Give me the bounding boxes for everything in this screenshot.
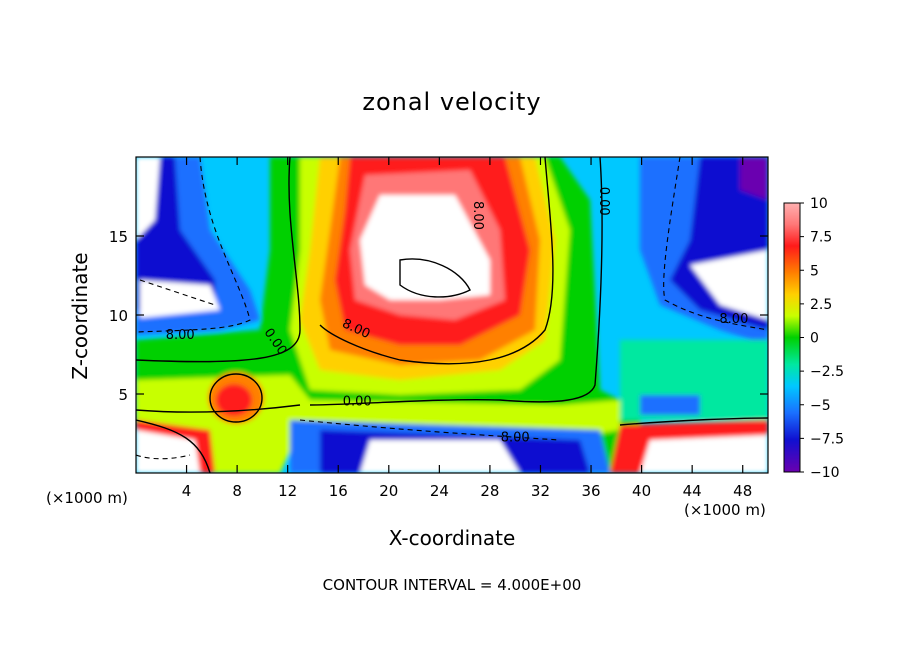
colorbar-tick-label: −10 bbox=[810, 465, 840, 481]
contour-label: 8.00 bbox=[719, 312, 748, 327]
colorbar-tick-label: 5 bbox=[810, 263, 819, 279]
contour-line bbox=[663, 157, 768, 331]
heatmap-field bbox=[136, 157, 768, 473]
contour-line bbox=[136, 404, 301, 413]
x-tick-label: 16 bbox=[329, 482, 348, 500]
x-tick-label: 8 bbox=[232, 482, 242, 500]
contour-label: 8.00 bbox=[501, 431, 530, 446]
x-unit-note-left: (×1000 m) bbox=[46, 489, 128, 507]
y-axis-label: Z-coordinate bbox=[68, 252, 92, 380]
x-tick-label: 32 bbox=[531, 482, 550, 500]
contour-line bbox=[319, 157, 554, 365]
contour-interval-note: CONTOUR INTERVAL = 4.000E+00 bbox=[322, 576, 582, 594]
region-right-top-violet bbox=[740, 157, 768, 200]
y-tick-label: 10 bbox=[109, 307, 128, 325]
colorbar-tick-label: 7.5 bbox=[810, 230, 832, 246]
contour-label: 0.00 bbox=[596, 187, 611, 216]
contour-label: 8.00 bbox=[166, 328, 195, 343]
colorbar-tick-label: 0 bbox=[810, 331, 819, 347]
y-axis: 5 10 15 bbox=[109, 228, 768, 404]
region-surface-positive-center bbox=[360, 440, 520, 473]
x-tick-label: 24 bbox=[430, 482, 449, 500]
chart-title: zonal velocity bbox=[362, 88, 542, 116]
region-right-upper-white bbox=[690, 250, 768, 320]
contour-line bbox=[299, 419, 561, 441]
x-tick-label: 4 bbox=[182, 482, 192, 500]
x-tick-label: 20 bbox=[379, 482, 398, 500]
y-tick-label: 15 bbox=[109, 228, 128, 246]
x-axis-label: X-coordinate bbox=[388, 526, 516, 550]
region-small-positive-blob bbox=[216, 384, 252, 416]
contour-label: 8.00 bbox=[470, 201, 485, 230]
x-axis: 4 8 12 16 20 24 28 32 36 40 44 48 bbox=[182, 157, 752, 500]
region-right-mid-blue bbox=[640, 395, 700, 415]
contour-line bbox=[136, 454, 191, 460]
contour-line bbox=[209, 373, 263, 423]
region-surface-positive-right bbox=[640, 435, 768, 473]
x-tick-label: 44 bbox=[683, 482, 702, 500]
colorbar-axis: 10 7.5 5 2.5 0 −2.5 −5 −7.5 −10 bbox=[800, 196, 844, 481]
contour-line bbox=[309, 157, 603, 406]
contour-label: 0.00 bbox=[343, 394, 372, 409]
contour-line bbox=[136, 157, 301, 363]
contour-line bbox=[136, 419, 211, 473]
contour-line bbox=[139, 279, 216, 306]
x-tick-label: 48 bbox=[733, 482, 752, 500]
contour-lines bbox=[136, 157, 768, 473]
region-left-mid-white bbox=[140, 280, 220, 318]
colorbar-tick-label: −5 bbox=[810, 398, 831, 414]
x-unit-note-right: (×1000 m) bbox=[684, 501, 766, 519]
contour-lines-negative bbox=[136, 157, 768, 460]
x-tick-label: 40 bbox=[632, 482, 651, 500]
region-surface-positive-left bbox=[136, 430, 200, 473]
x-tick-label: 36 bbox=[581, 482, 600, 500]
colorbar bbox=[783, 202, 801, 473]
region-central-positive-core bbox=[360, 195, 490, 300]
contour-line bbox=[136, 157, 251, 333]
region-left-upper-white bbox=[136, 157, 160, 240]
y-tick-label: 5 bbox=[118, 386, 128, 404]
contour-labels: 8.00 0.008.008.00 0.000.008.008.00 bbox=[166, 187, 749, 446]
contour-line bbox=[619, 417, 768, 426]
colorbar-tick-label: −7.5 bbox=[810, 431, 844, 447]
contour-line bbox=[399, 258, 471, 298]
colorbar-tick-label: 10 bbox=[810, 196, 828, 212]
colorbar-tick-label: −2.5 bbox=[810, 364, 844, 380]
colorbar-tick-label: 2.5 bbox=[810, 297, 832, 313]
x-tick-label: 12 bbox=[278, 482, 297, 500]
x-tick-label: 28 bbox=[480, 482, 499, 500]
